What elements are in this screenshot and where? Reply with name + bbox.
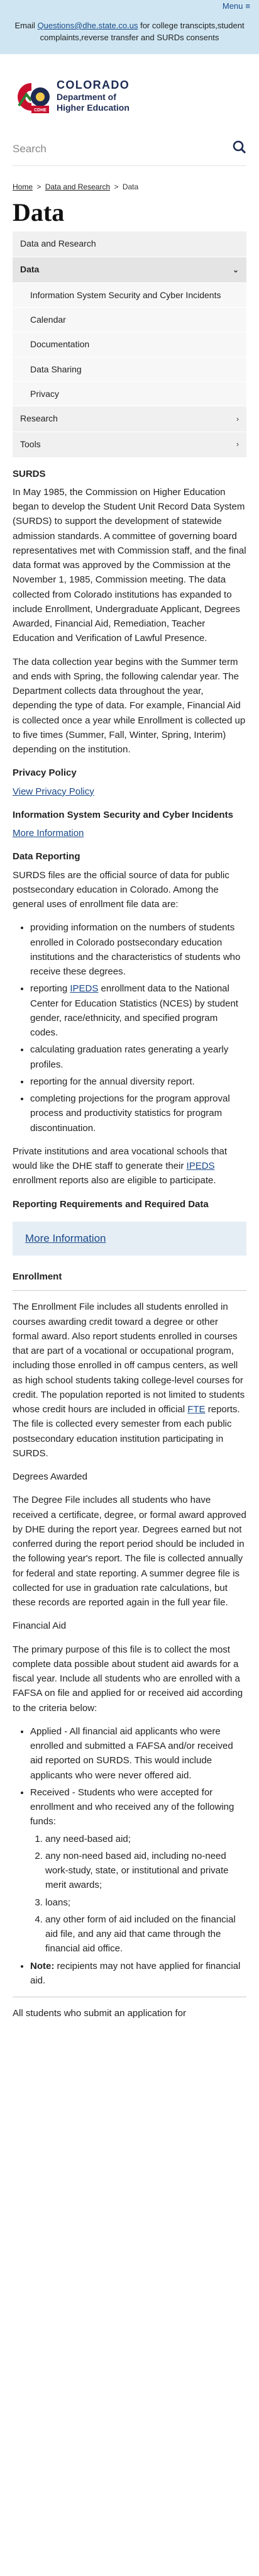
alert-prefix: Email bbox=[14, 21, 38, 30]
financial-aid-closing: All students who submit an application f… bbox=[13, 2008, 186, 2019]
nav-label: Data Sharing bbox=[30, 364, 82, 374]
list-item: reporting IPEDS enrollment data to the N… bbox=[30, 981, 246, 1040]
alert-email-link[interactable]: Questions@dhe.state.co.us bbox=[37, 21, 138, 30]
degrees-paragraph: The Degree File includes all students wh… bbox=[13, 1495, 246, 1609]
nav-label: Calendar bbox=[30, 314, 66, 325]
nav-subitem-calendar[interactable]: Calendar bbox=[13, 307, 246, 333]
page-title: Data bbox=[13, 198, 65, 227]
view-privacy-policy-link[interactable]: View Privacy Policy bbox=[13, 786, 94, 797]
list-item: any other form of aid included on the fi… bbox=[45, 1912, 246, 1956]
nav-label: Research bbox=[20, 413, 58, 424]
section-heading-requirements: Reporting Requirements and Required Data bbox=[13, 1198, 209, 1210]
chevron-right-icon: › bbox=[236, 414, 239, 423]
alert-banner: Email Questions@dhe.state.co.us for coll… bbox=[0, 13, 259, 54]
requirements-more-info-link[interactable]: More Information bbox=[25, 1232, 106, 1244]
paragraph-text: The Enrollment File includes all student… bbox=[13, 1302, 245, 1415]
surds-paragraph-1: In May 1985, the Commission on Higher Ed… bbox=[13, 486, 246, 644]
list-item: providing information on the numbers of … bbox=[30, 920, 246, 979]
top-bar: Menu ≡ bbox=[0, 0, 259, 13]
list-item: Note: recipients may not have applied fo… bbox=[30, 1959, 246, 1988]
section-heading-security: Information System Security and Cyber In… bbox=[13, 809, 233, 820]
breadcrumb-home[interactable]: Home bbox=[13, 182, 33, 191]
list-item: reporting for the annual diversity repor… bbox=[30, 1074, 246, 1089]
breadcrumb-data-research[interactable]: Data and Research bbox=[45, 182, 111, 191]
search-bar bbox=[13, 133, 246, 166]
reporting-intro: SURDS files are the official source of d… bbox=[13, 869, 229, 910]
nav-item-data-research[interactable]: Data and Research bbox=[13, 231, 246, 257]
logo-text: COLORADO Department of Higher Education bbox=[57, 79, 130, 113]
list-item: Received - Students who were accepted fo… bbox=[30, 1785, 246, 1956]
list-item: calculating graduation rates generating … bbox=[30, 1042, 246, 1072]
search-icon[interactable] bbox=[233, 140, 246, 159]
nav-label: Privacy bbox=[30, 388, 59, 399]
list-item: completing projections for the program a… bbox=[30, 1091, 246, 1135]
ipeds-link[interactable]: IPEDS bbox=[70, 983, 99, 995]
criteria-label: Applied bbox=[30, 1726, 62, 1737]
breadcrumb-separator: > bbox=[114, 182, 119, 191]
site-logo[interactable]: CDHE COLORADO Department of Higher Educa… bbox=[0, 54, 259, 133]
search-input[interactable] bbox=[13, 143, 214, 156]
main-content: SURDS In May 1985, the Commission on Hig… bbox=[0, 458, 259, 2021]
surds-paragraph-2: The data collection year begins with the… bbox=[13, 656, 246, 756]
section-heading-privacy: Privacy Policy bbox=[13, 767, 77, 779]
reporting-uses-list: providing information on the numbers of … bbox=[30, 920, 246, 1135]
criteria-label: Received bbox=[30, 1787, 70, 1798]
colorado-logo-icon: CDHE bbox=[13, 78, 52, 114]
nav-label: Tools bbox=[20, 438, 41, 449]
hamburger-icon: ≡ bbox=[245, 1, 250, 11]
divider bbox=[13, 1290, 246, 1291]
menu-label: Menu bbox=[222, 1, 243, 11]
criteria-text: - All financial aid applicants who were … bbox=[30, 1726, 233, 1781]
list-item: any need-based aid; bbox=[45, 1832, 246, 1846]
breadcrumb: Home > Data and Research > Data bbox=[0, 166, 259, 198]
alert-suffix: for college transcipts,student complaint… bbox=[40, 21, 245, 42]
paragraph-text: Private institutions and area vocational… bbox=[13, 1146, 228, 1172]
list-item-text: reporting bbox=[30, 983, 68, 995]
fte-link[interactable]: FTE bbox=[187, 1404, 206, 1415]
chevron-down-icon: ⌄ bbox=[232, 265, 239, 274]
list-item: loans; bbox=[45, 1895, 246, 1910]
nav-label: Information System Security and Cyber In… bbox=[30, 289, 221, 300]
financial-aid-criteria-list: Applied - All financial aid applicants w… bbox=[30, 1724, 246, 1988]
side-navigation: Data and Research Data ⌄ Information Syst… bbox=[13, 231, 246, 458]
ipeds-link[interactable]: IPEDS bbox=[186, 1161, 215, 1172]
section-heading-data-reporting: Data Reporting bbox=[13, 851, 80, 862]
note-text: recipients may not have applied for fina… bbox=[30, 1960, 241, 1986]
chevron-right-icon: › bbox=[236, 440, 239, 449]
list-item: any non-need based aid, including no-nee… bbox=[45, 1849, 246, 1893]
nav-subitem-documentation[interactable]: Documentation bbox=[13, 332, 246, 357]
funds-list: any need-based aid; any non-need based a… bbox=[45, 1832, 246, 1956]
requirements-info-box: More Information bbox=[13, 1221, 246, 1256]
paragraph-text: enrollment reports also are eligible to … bbox=[13, 1175, 216, 1186]
private-institutions-paragraph: Private institutions and area vocational… bbox=[13, 1144, 246, 1188]
list-item: Applied - All financial aid applicants w… bbox=[30, 1724, 246, 1783]
financial-aid-paragraph: The primary purpose of this file is to c… bbox=[13, 1644, 243, 1714]
section-heading-degrees: Degrees Awarded bbox=[13, 1471, 87, 1483]
note-label: Note: bbox=[30, 1960, 55, 1971]
section-heading-financial-aid: Financial Aid bbox=[13, 1620, 67, 1632]
nav-subitem-security[interactable]: Information System Security and Cyber In… bbox=[13, 282, 246, 308]
breadcrumb-separator: > bbox=[36, 182, 41, 191]
breadcrumb-current: Data bbox=[122, 182, 139, 191]
logo-line-3: Higher Education bbox=[57, 102, 130, 113]
nav-subitem-privacy[interactable]: Privacy bbox=[13, 381, 246, 407]
menu-button[interactable]: Menu ≡ bbox=[223, 0, 250, 13]
nav-subitem-data-sharing[interactable]: Data Sharing bbox=[13, 357, 246, 382]
logo-line-1: COLORADO bbox=[57, 79, 130, 92]
enrollment-paragraph: The Enrollment File includes all student… bbox=[13, 1300, 246, 1461]
nav-label: Data and Research bbox=[20, 238, 96, 249]
section-heading-enrollment: Enrollment bbox=[13, 1271, 62, 1283]
logo-line-2: Department of bbox=[57, 92, 116, 103]
section-heading-surds: SURDS bbox=[13, 468, 46, 479]
nav-label: Documentation bbox=[30, 339, 90, 350]
nav-label: Data bbox=[20, 264, 40, 274]
nav-item-tools[interactable]: Tools › bbox=[13, 432, 246, 458]
nav-item-data[interactable]: Data ⌄ bbox=[13, 257, 246, 283]
list-item-text: enrollment data to the National Center f… bbox=[30, 983, 238, 1039]
paragraph-text: reports. The file is collected every sem… bbox=[13, 1404, 240, 1459]
security-more-info-link[interactable]: More Information bbox=[13, 828, 84, 839]
criteria-text: - Students who were accepted for enrollm… bbox=[30, 1787, 234, 1827]
svg-text:CDHE: CDHE bbox=[34, 108, 47, 113]
nav-item-research[interactable]: Research › bbox=[13, 406, 246, 432]
